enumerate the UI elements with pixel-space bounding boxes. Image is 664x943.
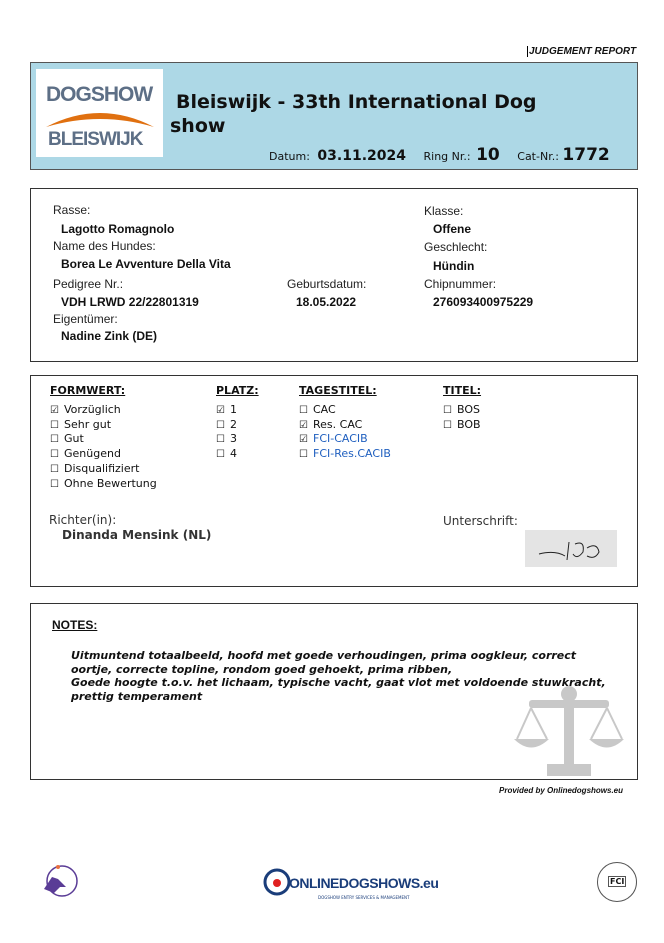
checkbox-tagestitel-1[interactable]: ☑ Res. CAC [299, 418, 391, 433]
checked-box-icon[interactable]: ☑ [50, 405, 59, 416]
checkbox-label: -CACIB [330, 432, 368, 446]
pedigree-label: Pedigree Nr.: [53, 277, 124, 291]
unchecked-box-icon[interactable]: ☐ [299, 405, 308, 416]
unchecked-box-icon[interactable]: ☐ [50, 419, 59, 431]
notes-heading: NOTES: [52, 618, 98, 632]
judge-label: Richter(in): [49, 513, 117, 527]
show-meta: Datum: 03.11.2024 Ring Nr.: 10 Cat-Nr.: … [269, 145, 610, 165]
checkbox-label: Genügend [64, 447, 121, 461]
dog-sport-logo-icon [44, 865, 78, 897]
checkbox-formwert-5[interactable]: ☐ Ohne Bewertung [50, 477, 157, 492]
checked-box-icon[interactable]: ☑ [216, 405, 225, 416]
sex-value: Hündin [433, 259, 475, 273]
unchecked-box-icon[interactable]: ☐ [50, 449, 59, 461]
checkbox-formwert-1[interactable]: ☐ Sehr gut [50, 418, 157, 433]
birthdate-value: 18.05.2022 [296, 295, 357, 309]
notes-box: NOTES: Uitmuntend totaalbeeld, hoofd met… [30, 603, 638, 780]
titel-heading: TITEL: [443, 384, 482, 397]
checkbox-formwert-4[interactable]: ☐ Disqualifiziert [50, 462, 157, 477]
dog-name-value: Borea Le Avventure Della Vita [61, 257, 231, 271]
checkbox-tagestitel-3[interactable]: ☐ FCI-Res.CACIB [299, 447, 391, 461]
checked-box-icon[interactable]: ☑ [299, 419, 308, 431]
show-date: 03.11.2024 [317, 148, 406, 164]
chip-label: Chipnummer: [424, 277, 497, 291]
checkbox-label: Res. CAC [313, 417, 363, 431]
signature-label: Unterschrift: [443, 514, 518, 528]
unchecked-box-icon[interactable]: ☐ [50, 434, 59, 446]
dog-name-label: Name des Hundes: [53, 239, 156, 253]
scales-of-justice-icon [514, 686, 624, 776]
breed-value: Lagotto Romagnolo [61, 222, 175, 236]
checkbox-platz-2[interactable]: ☐ 3 [216, 432, 237, 447]
checkbox-platz-1[interactable]: ☐ 2 [216, 418, 237, 433]
formwert-options: ☑ Vorzüglich ☐ Sehr gut ☐ Gut ☐ Genügend ☐ Disqua… [50, 403, 157, 491]
judge-name: Dinanda Mensink (NL) [62, 528, 212, 542]
checkbox-platz-0[interactable]: ☑ 1 [216, 403, 237, 418]
dog-info-box: Rasse: Lagotto Romagnolo Name des Hundes… [30, 188, 638, 362]
tagestitel-options: ☐ CAC ☑ Res. CAC ☑ FCI-CACIB ☐ FCI-Res.CACIB [299, 403, 391, 462]
checkbox-label: 1 [230, 403, 237, 416]
checkbox-formwert-0[interactable]: ☑ Vorzüglich [50, 403, 157, 418]
checkbox-titel-1[interactable]: ☐ BOB [443, 418, 481, 433]
checkbox-label: 2 [230, 417, 237, 431]
platz-options: ☑ 1 ☐ 2 ☐ 3 ☐ 4 [216, 403, 237, 462]
pedigree-value: VDH LRWD 22/22801319 [61, 295, 199, 309]
fci-logo: FCI [597, 862, 637, 902]
checkbox-label: Sehr gut [64, 417, 112, 431]
unchecked-box-icon[interactable]: ☐ [443, 405, 452, 416]
show-title: Bleiswijk - 33th International Dog show [170, 91, 537, 137]
dogshow-bleiswijk-logo: DOGSHOW BLEISWIJK [36, 69, 163, 157]
unchecked-box-icon[interactable]: ☐ [443, 419, 452, 431]
owner-value: Nadine Zink (DE) [61, 329, 158, 343]
platz-heading: PLATZ: [216, 384, 259, 397]
checkbox-tagestitel-0[interactable]: ☐ CAC [299, 403, 391, 418]
checkbox-label: BOS [457, 403, 480, 416]
checkbox-label: Vorzüglich [64, 403, 121, 416]
checkbox-label: 4 [230, 447, 237, 461]
checkbox-label: -Res.CACIB [330, 447, 391, 461]
class-value: Offene [433, 222, 472, 236]
unchecked-box-icon[interactable]: ☐ [50, 463, 59, 475]
checkbox-tagestitel-2[interactable]: ☑ FCI-CACIB [299, 432, 368, 446]
checkbox-label: Gut [64, 432, 84, 446]
ring-number: 10 [476, 145, 500, 165]
judging-box: FORMWERT: ☑ Vorzüglich ☐ Sehr gut ☐ Gut ☐ Genüg… [30, 375, 638, 587]
provided-by: Provided by Onlinedogshows.eu [499, 786, 624, 795]
checkbox-label: 3 [230, 432, 237, 446]
unchecked-box-icon[interactable]: ☐ [50, 478, 59, 490]
owner-label: Eigentümer: [53, 312, 118, 326]
checkbox-titel-0[interactable]: ☐ BOS [443, 403, 481, 418]
header-box: DOGSHOW BLEISWIJK Bleiswijk - 33th Inter… [30, 62, 638, 170]
checkbox-formwert-3[interactable]: ☐ Genügend [50, 447, 157, 462]
checkbox-label: BOB [457, 417, 481, 431]
chip-value: 276093400975229 [433, 295, 534, 309]
titel-options: ☐ BOS ☐ BOB [443, 403, 481, 432]
unchecked-box-icon[interactable]: ☐ [216, 419, 225, 431]
catalog-number: 1772 [562, 145, 610, 165]
unchecked-box-icon[interactable]: ☐ [216, 449, 225, 461]
notes-text: Uitmuntend totaalbeeld, hoofd met goede … [71, 649, 606, 703]
sex-label: Geschlecht: [424, 240, 488, 254]
checkbox-formwert-2[interactable]: ☐ Gut [50, 432, 157, 447]
unchecked-box-icon[interactable]: ☐ [216, 434, 225, 446]
formwert-heading: FORMWERT: [50, 384, 126, 397]
tagestitel-heading: TAGESTITEL: [299, 384, 377, 397]
signature-image [525, 530, 617, 567]
birthdate-label: Geburtsdatum: [287, 277, 367, 291]
breed-label: Rasse: [53, 203, 91, 217]
class-label: Klasse: [424, 204, 464, 218]
checkbox-platz-3[interactable]: ☐ 4 [216, 447, 237, 462]
checkbox-label: Ohne Bewertung [64, 476, 157, 490]
checkbox-label: Disqualifiziert [64, 461, 140, 475]
report-label: JUDGEMENT REPORT [527, 46, 637, 57]
unchecked-box-icon[interactable]: ☐ [299, 449, 308, 461]
checked-box-icon[interactable]: ☑ [299, 434, 308, 446]
checkbox-label: CAC [313, 403, 336, 416]
